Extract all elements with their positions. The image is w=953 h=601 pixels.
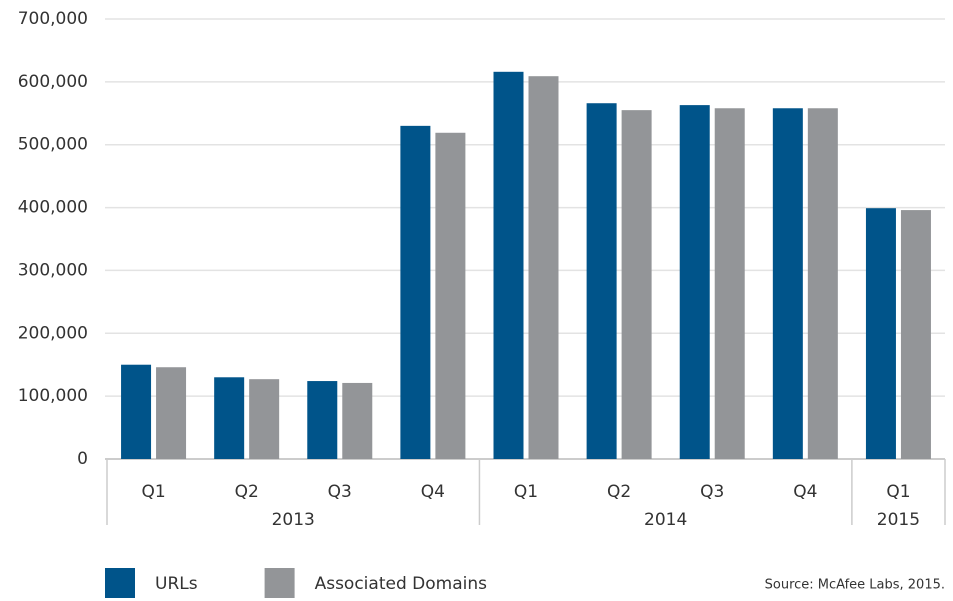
x-tick-label: Q1 — [886, 482, 910, 502]
bar — [679, 105, 710, 459]
bar — [214, 377, 245, 459]
bar — [342, 382, 373, 459]
x-tick-label: Q2 — [607, 482, 631, 502]
y-tick-label: 300,000 — [18, 260, 88, 280]
x-tick-label: Q2 — [235, 482, 259, 502]
group-label: 2014 — [644, 510, 687, 530]
legend-label: Associated Domains — [315, 574, 488, 594]
bar — [435, 132, 466, 459]
bar — [528, 76, 559, 459]
y-tick-label: 600,000 — [18, 72, 88, 92]
legend-swatch — [105, 568, 135, 598]
x-tick-label: Q3 — [328, 482, 352, 502]
bar — [772, 108, 803, 459]
bar — [807, 108, 838, 459]
x-tick-label: Q4 — [793, 482, 817, 502]
group-label: 2013 — [272, 510, 315, 530]
x-tick-label: Q1 — [141, 482, 165, 502]
y-tick-label: 700,000 — [18, 9, 88, 29]
bar — [400, 125, 431, 459]
bar — [493, 71, 524, 460]
group-label: 2015 — [877, 510, 920, 530]
y-tick-label: 0 — [77, 449, 88, 469]
bar — [865, 208, 896, 459]
x-tick-label: Q3 — [700, 482, 724, 502]
bar — [121, 364, 152, 459]
y-tick-label: 500,000 — [18, 135, 88, 155]
bar — [156, 367, 187, 459]
bar — [621, 110, 652, 460]
bar — [714, 108, 745, 459]
source-note: Source: McAfee Labs, 2015. — [765, 578, 945, 593]
bar — [249, 379, 280, 459]
x-tick-label: Q1 — [514, 482, 538, 502]
y-tick-label: 200,000 — [18, 323, 88, 343]
y-tick-label: 400,000 — [18, 198, 88, 218]
bar — [307, 381, 338, 459]
legend-swatch — [264, 568, 295, 598]
legend-label: URLs — [155, 574, 198, 594]
x-tick-label: Q4 — [421, 482, 445, 502]
bar — [900, 210, 931, 459]
bar — [586, 103, 617, 459]
y-tick-label: 100,000 — [18, 386, 88, 406]
